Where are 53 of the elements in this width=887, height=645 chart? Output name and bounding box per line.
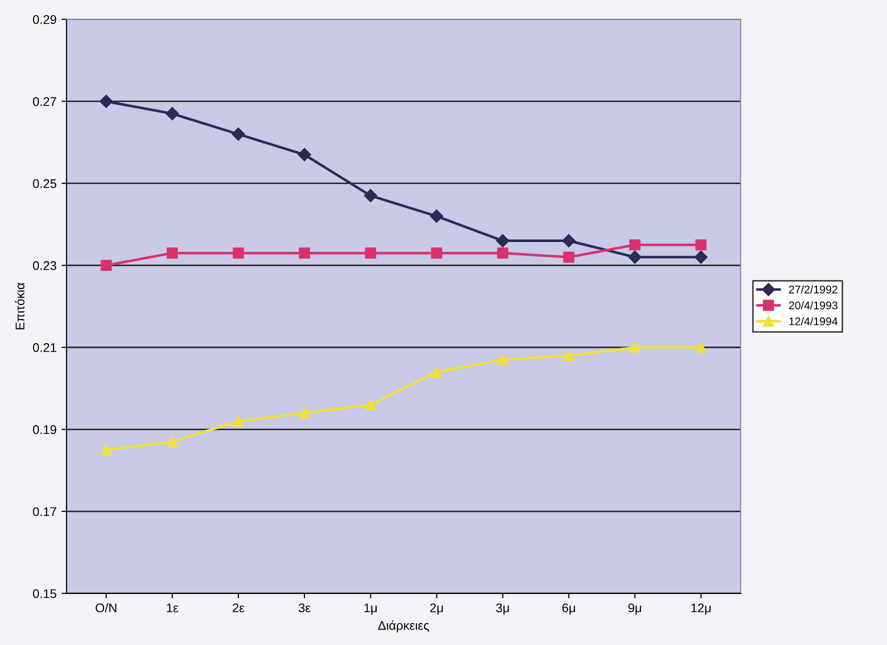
x-tick-label: 2μ [430,603,443,615]
point [364,399,376,410]
point [430,210,444,223]
y-tick-label: 0.17 [32,507,56,516]
x-tick-label: 2ε [232,603,244,612]
x-tick-label: O/N [96,603,116,612]
point [497,248,508,259]
legend-label: 20/4/1993 [789,301,838,310]
x-tick-label: 3μ [496,603,509,615]
point [166,436,178,448]
y-axis-title: Επιτόκια [14,282,24,330]
point [694,250,708,264]
y-tick-label: 0.19 [32,425,56,434]
point [496,234,510,248]
x-tick-label: 3ε [298,603,310,612]
x-tick-label: 12μ [691,603,711,615]
point [364,189,378,202]
point [166,248,178,259]
point [298,148,312,162]
point [232,248,244,259]
point [695,342,707,353]
point [628,250,642,264]
point [563,252,574,263]
point [629,342,640,353]
point [232,416,244,427]
point [232,128,245,141]
legend-label: 27/2/1992 [789,285,838,294]
legend-label: 12/4/1994 [789,317,838,326]
x-tick-label: 6μ [562,603,575,615]
x-tick-label: 1μ [364,604,377,615]
point [298,407,310,419]
y-tick-label: 0.15 [32,589,56,598]
y-tick-label: 0.27 [32,97,56,106]
point [562,234,576,248]
x-tick-label: 1ε [166,604,178,612]
point [100,94,113,108]
point [431,248,442,259]
point [298,248,310,259]
point [563,350,574,362]
y-tick-label: 0.29 [32,15,56,24]
point [629,239,640,250]
y-tick-label: 0.25 [32,179,56,188]
y-tick-label: 0.21 [32,343,56,352]
point [497,354,508,366]
point [100,444,112,456]
y-tick-label: 0.23 [32,261,56,270]
point [100,260,112,271]
point [431,366,442,378]
x-tick-label: 9μ [628,603,642,615]
point [364,248,376,259]
x-axis-title: Διάρκειες [378,620,430,632]
point [695,239,707,250]
point [166,107,179,120]
